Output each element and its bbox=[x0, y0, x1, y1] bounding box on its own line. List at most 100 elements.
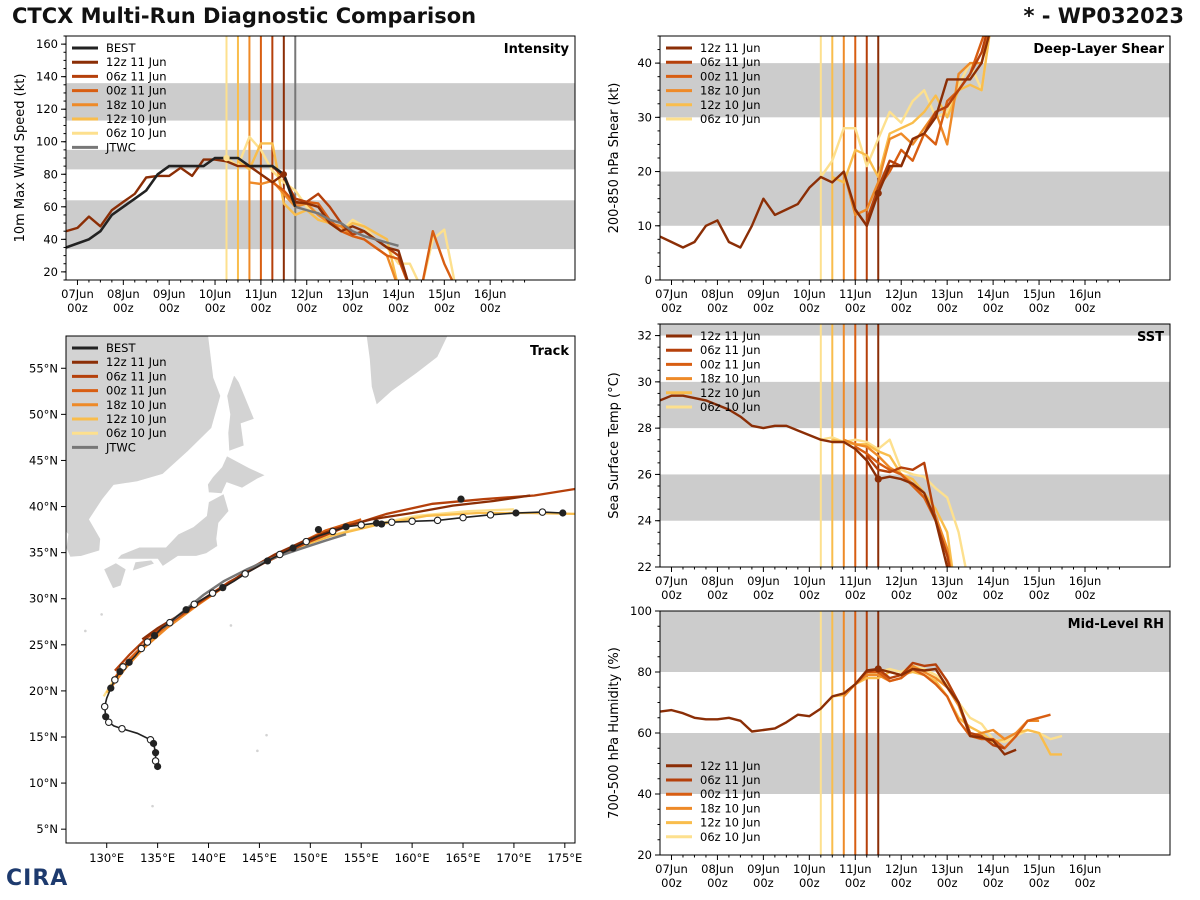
x-tick-label: 09Jun bbox=[747, 287, 780, 301]
best-line bbox=[66, 156, 297, 249]
shear-plot-area bbox=[660, 36, 1170, 280]
legend-label: 12z 11 Jun bbox=[106, 55, 167, 69]
rh-plot-area bbox=[660, 611, 1170, 855]
x-tick-label: 00z bbox=[799, 588, 820, 602]
legend-label: 12z 11 Jun bbox=[700, 41, 761, 55]
y-axis-label: 700-500 hPa Humidity (%) bbox=[607, 647, 622, 819]
y-tick-label: 28 bbox=[637, 421, 652, 435]
series-line bbox=[660, 667, 1017, 756]
y-tick-label: 140 bbox=[36, 70, 58, 84]
shade-band bbox=[660, 63, 1170, 118]
best-track-marker bbox=[107, 684, 115, 692]
series-line bbox=[865, 455, 951, 567]
island bbox=[100, 613, 103, 616]
panel-rh: 2040608010007Jun00z08Jun00z09Jun00z10Jun… bbox=[607, 604, 1171, 890]
y-tick-label: 5°N bbox=[36, 822, 58, 836]
legend-label: 06z 11 Jun bbox=[106, 369, 167, 383]
x-tick-label: 00z bbox=[1075, 876, 1096, 890]
y-tick-label: 55°N bbox=[29, 361, 58, 375]
legend-label: 00z 11 Jun bbox=[106, 384, 167, 398]
x-tick-label: 13Jun bbox=[931, 287, 964, 301]
legend-label: 12z 10 Jun bbox=[700, 386, 761, 400]
x-tick-label: 14Jun bbox=[977, 862, 1010, 876]
legend-label: 06z 11 Jun bbox=[700, 343, 761, 357]
panel-title: Intensity bbox=[504, 42, 570, 57]
y-tick-label: 20 bbox=[637, 165, 652, 179]
x-tick-label: 00z bbox=[937, 876, 958, 890]
best-track-marker bbox=[154, 762, 162, 771]
x-tick-label: 15Jun bbox=[1023, 574, 1056, 588]
x-tick-label: 150°E bbox=[293, 851, 328, 865]
panel-title: Mid-Level RH bbox=[1068, 617, 1164, 632]
kyushu-shape bbox=[103, 562, 127, 590]
x-tick-label: 00z bbox=[753, 876, 774, 890]
y-axis-label: Sea Surface Temp (°C) bbox=[607, 372, 622, 519]
best-track-marker bbox=[208, 589, 217, 597]
run-track bbox=[110, 518, 362, 683]
y-tick-label: 100 bbox=[36, 135, 58, 149]
best-track-marker bbox=[357, 521, 365, 529]
legend-label: 06z 10 Jun bbox=[700, 112, 761, 126]
mainland-asia-shape bbox=[66, 336, 222, 558]
shade-band bbox=[66, 149, 575, 170]
jtwc-track bbox=[161, 533, 347, 630]
best-track-marker bbox=[377, 520, 386, 528]
x-tick-label: 00z bbox=[891, 876, 912, 890]
series-line bbox=[819, 36, 991, 178]
x-tick-label: 10Jun bbox=[793, 862, 826, 876]
x-tick-label: 16Jun bbox=[474, 287, 507, 301]
x-tick-label: 00z bbox=[845, 588, 866, 602]
best-track-marker bbox=[182, 606, 190, 614]
y-tick-label: 32 bbox=[637, 329, 652, 343]
panel-title: SST bbox=[1137, 330, 1164, 345]
x-tick-label: 140°E bbox=[191, 851, 226, 865]
legend-label: 18z 10 Jun bbox=[700, 801, 761, 815]
x-tick-label: 00z bbox=[707, 876, 728, 890]
x-tick-label: 00z bbox=[753, 301, 774, 315]
sst-plot-area bbox=[660, 324, 1170, 567]
legend-label: 12z 10 Jun bbox=[700, 816, 761, 830]
best-track-marker bbox=[276, 550, 284, 559]
best-track-marker bbox=[190, 600, 199, 608]
panel-intensity: 2040608010012014016007Jun00z08Jun00z09Ju… bbox=[13, 35, 576, 315]
legend-label: 18z 10 Jun bbox=[700, 372, 761, 386]
y-axis-label: 10m Max Wind Speed (kt) bbox=[13, 74, 28, 243]
series-line bbox=[865, 36, 988, 221]
x-tick-label: 08Jun bbox=[701, 287, 734, 301]
series-line bbox=[660, 394, 949, 567]
panel-shear: 01020304007Jun00z08Jun00z09Jun00z10Jun00… bbox=[607, 35, 1171, 315]
shikoku-shape bbox=[131, 559, 156, 572]
best-track-marker bbox=[149, 739, 158, 748]
x-tick-label: 10Jun bbox=[793, 287, 826, 301]
legend-label: 18z 10 Jun bbox=[106, 398, 167, 412]
shade-band bbox=[660, 611, 1170, 672]
panel-sst: 22242628303207Jun00z08Jun00z09Jun00z10Ju… bbox=[607, 323, 1171, 602]
y-tick-label: 30°N bbox=[29, 592, 58, 606]
best-track-marker bbox=[116, 667, 124, 676]
x-tick-label: 00z bbox=[661, 876, 682, 890]
x-tick-label: 12Jun bbox=[290, 287, 323, 301]
best-track-marker bbox=[111, 676, 119, 684]
y-tick-label: 15°N bbox=[29, 730, 58, 744]
x-tick-label: 12Jun bbox=[885, 574, 918, 588]
x-tick-label: 15Jun bbox=[1023, 287, 1056, 301]
x-tick-label: 00z bbox=[937, 588, 958, 602]
x-tick-label: 00z bbox=[753, 588, 774, 602]
best-track-marker bbox=[289, 544, 297, 552]
legend-label: 06z 10 Jun bbox=[106, 426, 167, 440]
x-tick-label: 00z bbox=[891, 588, 912, 602]
x-tick-label: 00z bbox=[388, 301, 409, 315]
legend-label: 00z 11 Jun bbox=[106, 84, 167, 98]
y-tick-label: 80 bbox=[637, 665, 652, 679]
x-tick-label: 00z bbox=[983, 301, 1004, 315]
x-tick-label: 00z bbox=[983, 588, 1004, 602]
x-tick-label: 155°E bbox=[344, 851, 379, 865]
best-track-marker bbox=[457, 495, 465, 503]
legend-label: 18z 10 Jun bbox=[106, 98, 167, 112]
hokkaido-shape bbox=[207, 455, 267, 495]
legend-label: 18z 10 Jun bbox=[700, 84, 761, 98]
x-tick-label: 10Jun bbox=[793, 574, 826, 588]
x-tick-label: 11Jun bbox=[839, 862, 872, 876]
best-track-marker bbox=[263, 557, 272, 565]
